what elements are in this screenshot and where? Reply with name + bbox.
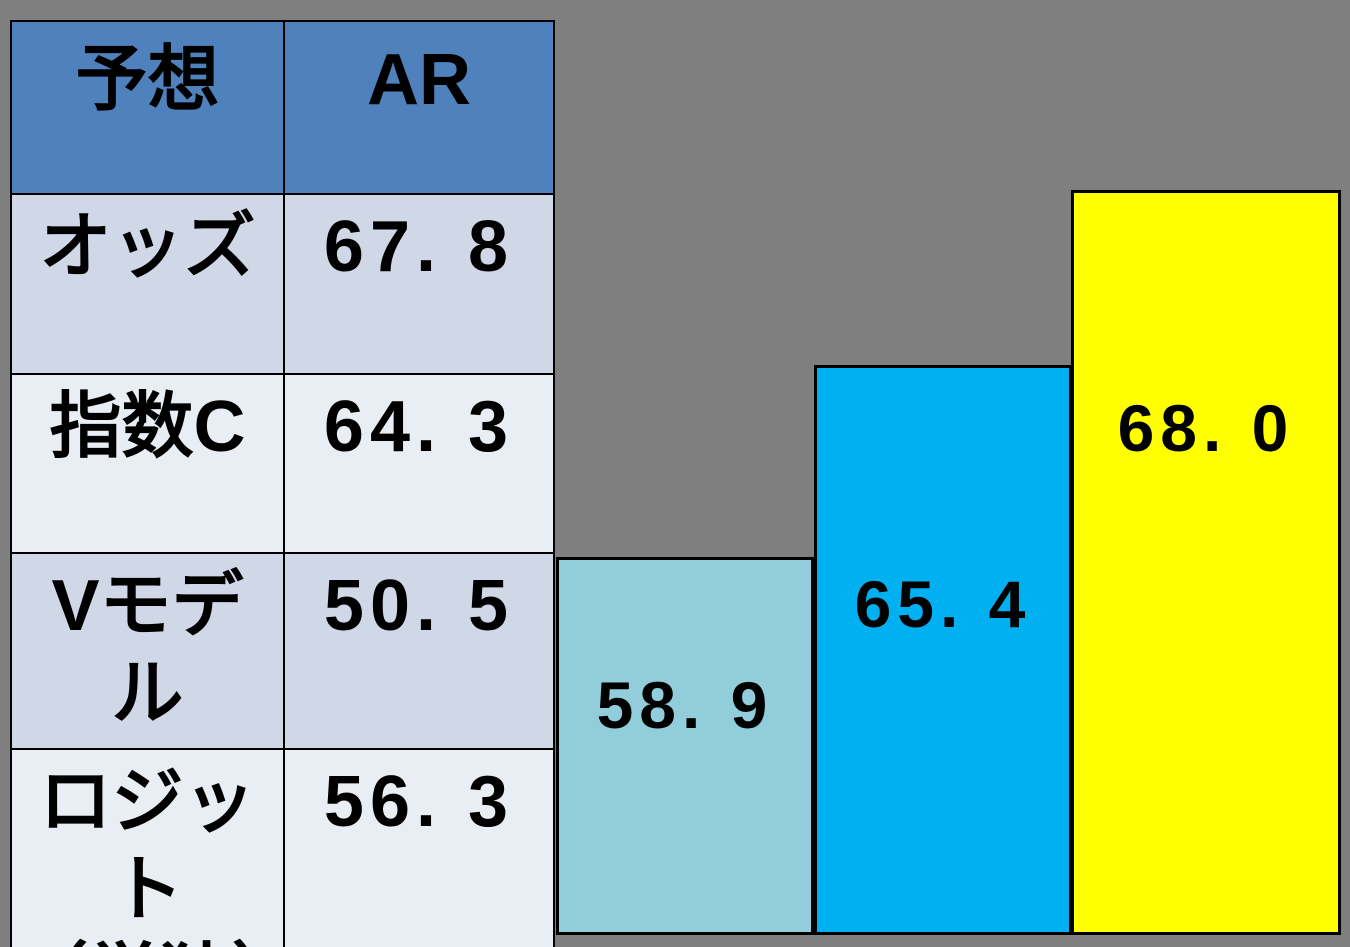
bar-1: 58. 9 bbox=[556, 557, 814, 935]
bar-2: 65. 4 bbox=[814, 365, 1072, 935]
header-cell-ar: AR bbox=[283, 20, 555, 195]
cell-odds-value: 67. 8 bbox=[283, 193, 555, 375]
cell-odds-label: オッズ bbox=[10, 193, 285, 375]
prediction-ar-table: 予想 AR オッズ 67. 8 指数C 64. 3 Vモデ ル 50. 5 ロジ… bbox=[10, 20, 555, 947]
header-cell-prediction: 予想 bbox=[10, 20, 285, 195]
table-header-row: 予想 AR bbox=[10, 20, 555, 195]
table-row-logit: ロジット （単独） 56. 3 bbox=[10, 748, 555, 947]
cell-logit-label: ロジット （単独） bbox=[10, 748, 304, 947]
cell-index-c-label: 指数C bbox=[10, 373, 285, 554]
table-row-index-c: 指数C 64. 3 bbox=[10, 373, 555, 554]
bar-3-value-label: 68. 0 bbox=[1117, 391, 1295, 465]
table-row-odds: オッズ 67. 8 bbox=[10, 193, 555, 375]
bar-3: 68. 0 bbox=[1071, 190, 1341, 935]
cell-index-c-value: 64. 3 bbox=[283, 373, 555, 554]
cell-v-model-label: Vモデ ル bbox=[10, 552, 285, 750]
table-row-v-model: Vモデ ル 50. 5 bbox=[10, 552, 555, 750]
bar-2-value-label: 65. 4 bbox=[854, 567, 1032, 641]
cell-v-model-value: 50. 5 bbox=[283, 552, 555, 750]
cell-logit-value: 56. 3 bbox=[283, 748, 555, 947]
bar-1-value-label: 58. 9 bbox=[596, 668, 774, 742]
